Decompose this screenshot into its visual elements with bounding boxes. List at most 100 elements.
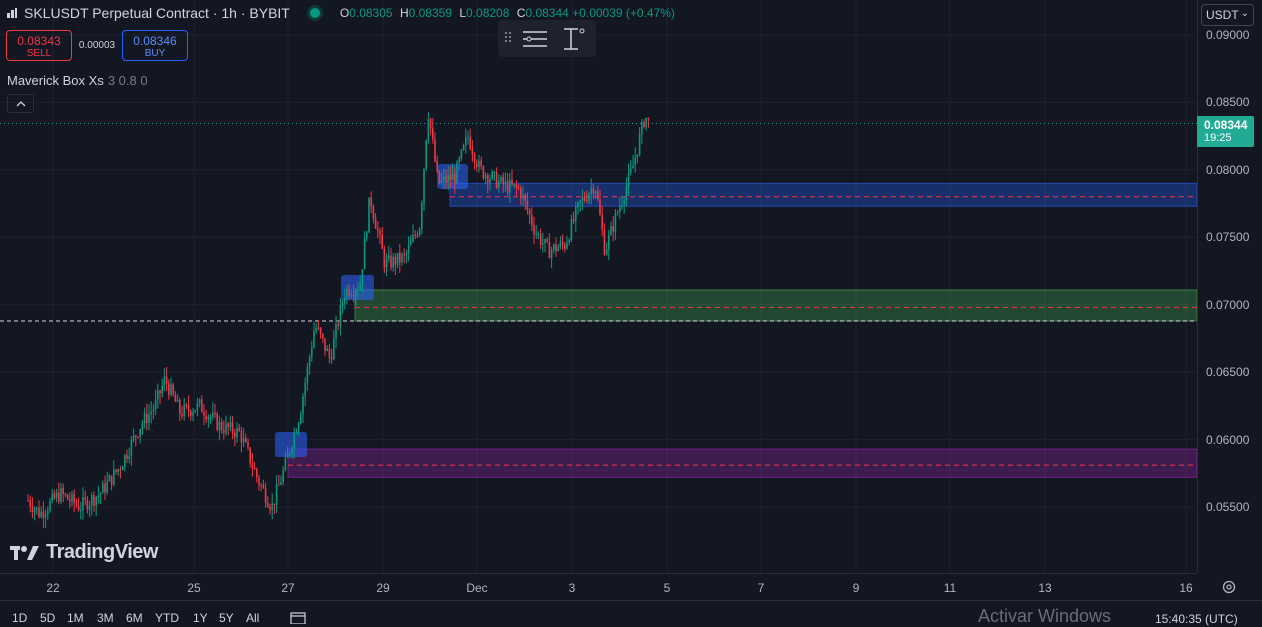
symbol-title[interactable]: SKLUSDT Perpetual Contract · 1h · BYBIT xyxy=(24,5,290,21)
time-tick-label: 11 xyxy=(943,581,957,595)
candle xyxy=(394,253,397,275)
sell-button[interactable]: 0.08343 SELL xyxy=(6,30,72,61)
time-axis[interactable]: 22 25 27 29 Dec 3 5 7 9 11 13 16 xyxy=(0,573,1197,601)
candle xyxy=(350,289,353,299)
candle xyxy=(557,243,559,252)
candle xyxy=(115,468,117,476)
candle xyxy=(597,185,599,202)
calendar-icon[interactable] xyxy=(290,610,306,624)
last-price-value: 0.08344 xyxy=(1204,118,1248,132)
candle xyxy=(647,117,650,128)
candle xyxy=(36,506,38,515)
clock[interactable]: 15:40:35 (UTC) xyxy=(1155,612,1238,626)
candle xyxy=(335,315,337,349)
candle xyxy=(374,212,377,229)
candle xyxy=(207,414,210,428)
candle xyxy=(603,223,606,256)
candle xyxy=(84,490,86,506)
candle xyxy=(176,394,179,403)
gear-icon[interactable] xyxy=(1221,579,1237,595)
candle xyxy=(218,415,221,441)
last-price-tag: 0.08344 19:25 xyxy=(1197,116,1254,147)
candle xyxy=(586,190,588,204)
candle xyxy=(465,128,467,154)
candle xyxy=(168,379,170,400)
chart-area[interactable] xyxy=(0,0,1197,573)
support-zone xyxy=(287,448,1197,478)
candle xyxy=(102,480,104,494)
candle xyxy=(544,238,546,253)
candle xyxy=(113,460,115,487)
buy-label: BUY xyxy=(144,48,166,59)
change-value: +0.00039 (+0.47%) xyxy=(572,6,675,20)
candle xyxy=(165,366,168,392)
candle xyxy=(135,434,137,447)
candle xyxy=(322,333,324,343)
candle xyxy=(436,155,438,174)
candle xyxy=(528,207,531,224)
range-button-5d[interactable]: 5D xyxy=(40,611,56,625)
collapse-legend-button[interactable] xyxy=(7,94,34,113)
range-button-ytd[interactable]: YTD xyxy=(155,611,179,625)
trade-buttons: 0.08343 SELL 0.00003 0.08346 BUY xyxy=(6,30,188,61)
candle xyxy=(269,503,271,515)
candle xyxy=(126,449,128,464)
cursor-text-icon[interactable] xyxy=(560,25,588,53)
candle xyxy=(99,491,102,504)
open-key: O xyxy=(339,6,350,20)
candle xyxy=(234,428,236,447)
candle xyxy=(627,163,630,196)
candle xyxy=(341,299,344,314)
candle xyxy=(440,172,443,186)
price-chart[interactable] xyxy=(0,0,1197,573)
candle xyxy=(566,235,568,250)
candle xyxy=(454,167,456,194)
candle xyxy=(520,185,522,205)
candle xyxy=(594,189,597,199)
lines-settings-icon[interactable] xyxy=(520,27,550,51)
candle xyxy=(108,473,111,482)
candle xyxy=(623,197,625,214)
candle xyxy=(58,482,60,505)
candle xyxy=(229,415,232,432)
candle xyxy=(260,482,262,492)
range-button-6m[interactable]: 6M xyxy=(126,611,143,625)
candle xyxy=(502,172,504,193)
candle xyxy=(572,211,575,225)
candle xyxy=(267,496,269,509)
candle xyxy=(407,236,410,262)
candle xyxy=(300,410,302,425)
candle xyxy=(361,269,364,293)
candle xyxy=(271,493,273,520)
candle xyxy=(605,242,608,256)
drag-grip-icon[interactable]: ⠿ xyxy=(502,30,514,46)
time-tick-label: Dec xyxy=(466,581,488,595)
candle xyxy=(599,189,601,216)
price-axis[interactable]: 0.09000 0.08500 0.08000 0.07500 0.07000 0.065… xyxy=(1197,0,1262,573)
buy-button[interactable]: 0.08346 BUY xyxy=(122,30,188,61)
candle xyxy=(359,275,361,291)
range-button-1d[interactable]: 1D xyxy=(12,611,28,625)
currency-select[interactable]: USDT ⌄ xyxy=(1201,4,1254,26)
range-button-3m[interactable]: 3M xyxy=(97,611,114,625)
candle xyxy=(352,284,355,303)
low-value: 0.08208 xyxy=(466,6,510,20)
indicator-legend[interactable]: Maverick Box Xs 3 0.8 0 xyxy=(7,73,148,88)
candle xyxy=(139,428,141,444)
candle xyxy=(306,362,309,391)
candle xyxy=(328,343,331,364)
candle xyxy=(559,236,562,250)
candle xyxy=(390,248,392,271)
candle xyxy=(174,391,177,403)
candle xyxy=(583,191,586,203)
range-button-1y[interactable]: 1Y xyxy=(193,611,208,625)
candle xyxy=(432,117,434,144)
range-button-5y[interactable]: 5Y xyxy=(219,611,234,625)
range-button-1m[interactable]: 1M xyxy=(67,611,84,625)
close-key: C xyxy=(516,6,526,20)
candle xyxy=(38,500,40,519)
candle xyxy=(612,216,614,242)
time-tick-label: 7 xyxy=(757,581,765,595)
candle xyxy=(357,281,359,298)
range-button-all[interactable]: All xyxy=(246,611,260,625)
